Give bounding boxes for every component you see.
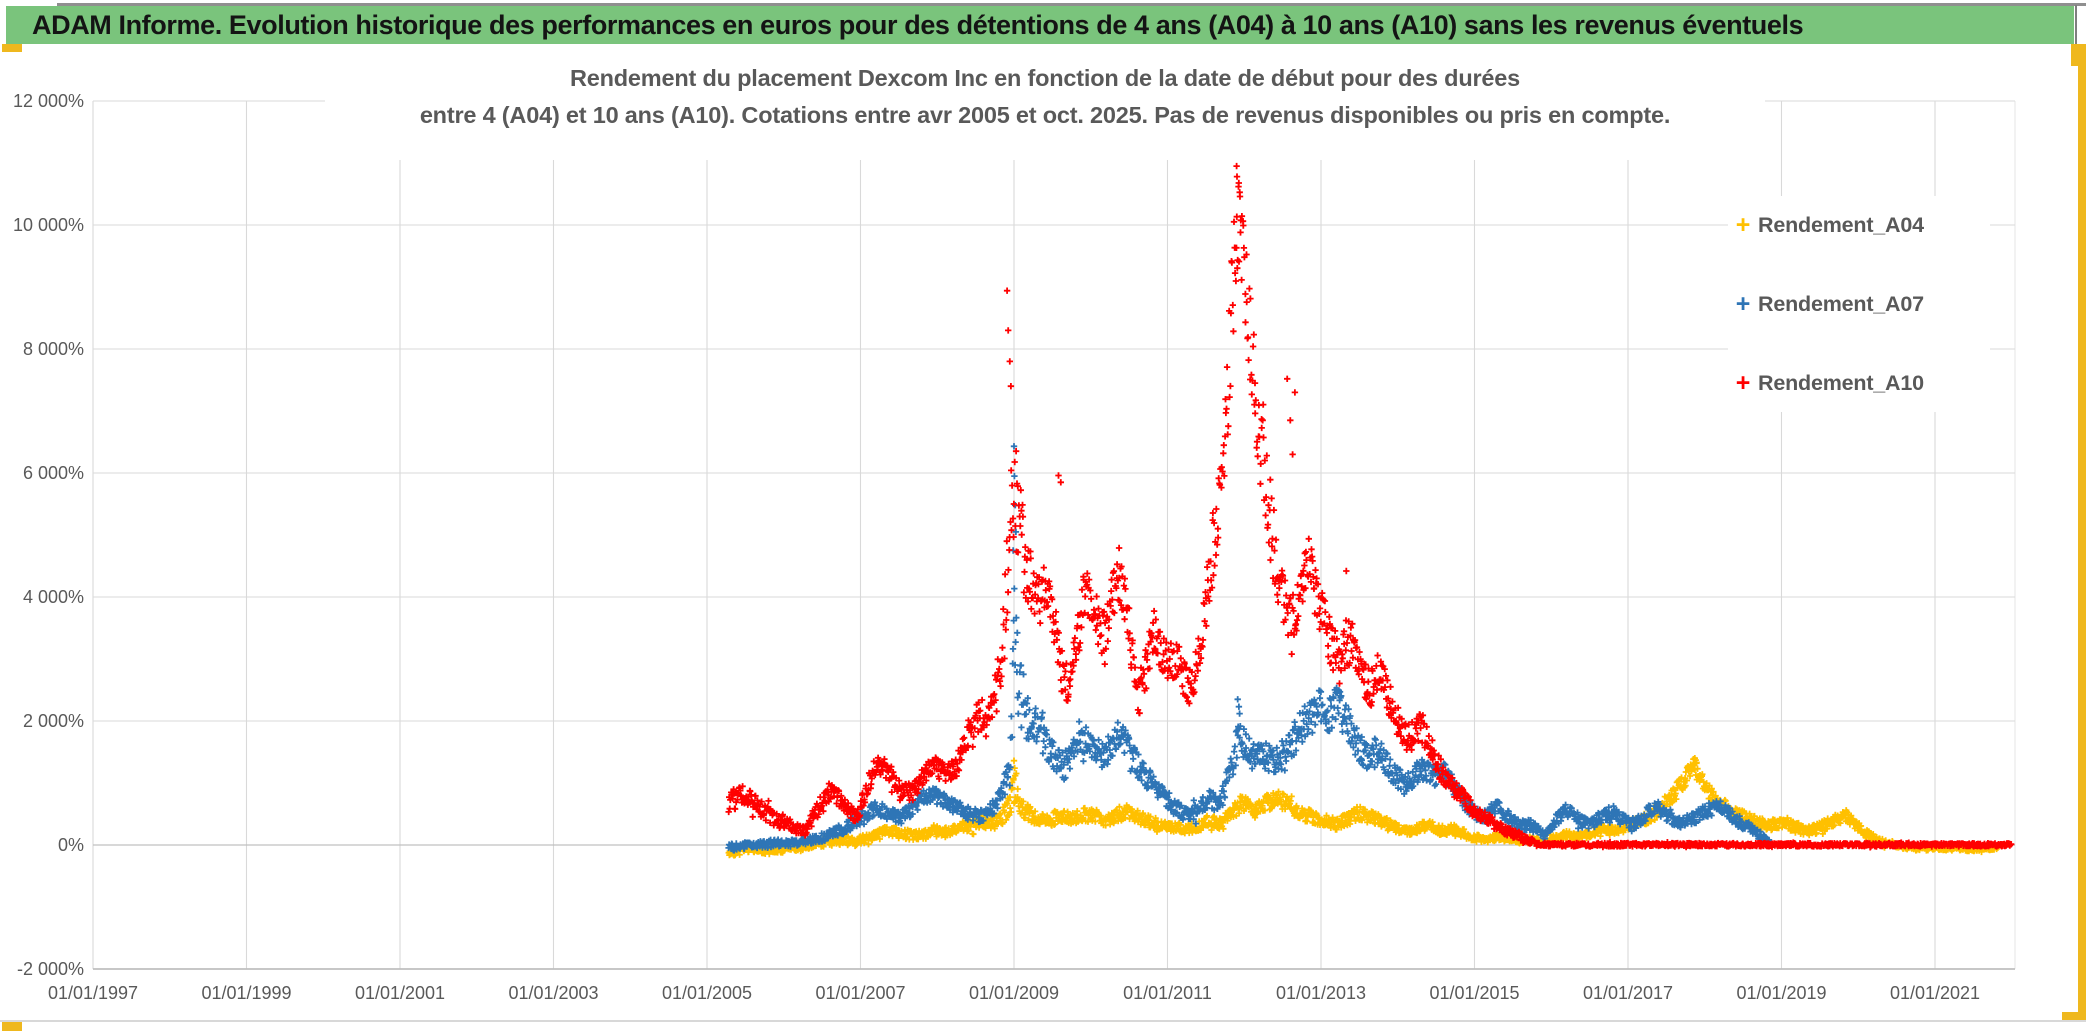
series-points-rendement_a07[interactable] — [725, 443, 1775, 854]
x-tick-label: 01/01/2001 — [355, 983, 445, 1003]
selection-handle-bottom-left[interactable] — [2, 1022, 22, 1031]
legend-item-rendement-a10[interactable]: + Rendement_A10 — [1728, 362, 1990, 404]
selection-handle-top-right[interactable] — [2071, 44, 2086, 66]
x-tick-label: 01/01/2013 — [1276, 983, 1366, 1003]
y-tick-label: -2 000% — [17, 959, 84, 979]
x-tick-label: 01/01/2011 — [1123, 983, 1212, 1003]
x-tick-label: 01/01/1997 — [48, 983, 138, 1003]
y-tick-label: 6 000% — [23, 463, 84, 483]
selection-handle-top-left[interactable] — [2, 44, 22, 52]
chart-legend: + Rendement_A04 + Rendement_A07 + Rendem… — [1728, 196, 1990, 412]
legend-label: Rendement_A10 — [1758, 370, 1924, 395]
report-header-title: ADAM Informe. Evolution historique des p… — [32, 9, 1804, 40]
x-tick-label: 01/01/2005 — [662, 983, 752, 1003]
plus-marker-icon: + — [1735, 368, 1751, 397]
y-tick-label: 10 000% — [13, 215, 84, 235]
y-tick-label: 8 000% — [23, 339, 84, 359]
worksheet-top-border — [57, 3, 2086, 6]
plus-marker-icon: + — [1735, 289, 1751, 318]
y-tick-label: 2 000% — [23, 711, 84, 731]
selection-border-right[interactable] — [2078, 64, 2086, 1022]
selection-handle-bottom-right[interactable] — [2062, 1012, 2086, 1021]
x-tick-label: 01/01/2021 — [1890, 983, 1980, 1003]
y-tick-label: 0% — [58, 835, 84, 855]
x-tick-label: 01/01/2015 — [1429, 983, 1519, 1003]
chart-title-line1: Rendement du placement Dexcom Inc en fon… — [569, 65, 1521, 91]
chart-title-line2: entre 4 (A04) et 10 ans (A10). Cotations… — [419, 102, 1671, 128]
legend-label: Rendement_A04 — [1758, 212, 1924, 237]
y-tick-label: 12 000% — [13, 91, 84, 111]
legend-item-rendement-a07[interactable]: + Rendement_A07 — [1728, 283, 1990, 325]
report-header-bar: ADAM Informe. Evolution historique des p… — [6, 6, 2074, 44]
header-right-divider — [2075, 5, 2077, 45]
y-tick-label: 4 000% — [23, 587, 84, 607]
legend-item-rendement-a04[interactable]: + Rendement_A04 — [1728, 204, 1990, 246]
worksheet-bottom-border — [0, 1020, 2086, 1022]
x-tick-label: 01/01/2007 — [815, 983, 905, 1003]
series-points-rendement_a10[interactable] — [725, 162, 2015, 851]
x-tick-label: 01/01/2003 — [508, 983, 598, 1003]
x-tick-label: 01/01/2017 — [1583, 983, 1673, 1003]
legend-label: Rendement_A07 — [1758, 291, 1924, 316]
chart-title: Rendement du placement Dexcom Inc en fon… — [330, 60, 1760, 134]
x-tick-label: 01/01/2009 — [969, 983, 1059, 1003]
plus-marker-icon: + — [1735, 210, 1751, 239]
x-tick-label: 01/01/1999 — [201, 983, 291, 1003]
x-tick-label: 01/01/2019 — [1736, 983, 1826, 1003]
